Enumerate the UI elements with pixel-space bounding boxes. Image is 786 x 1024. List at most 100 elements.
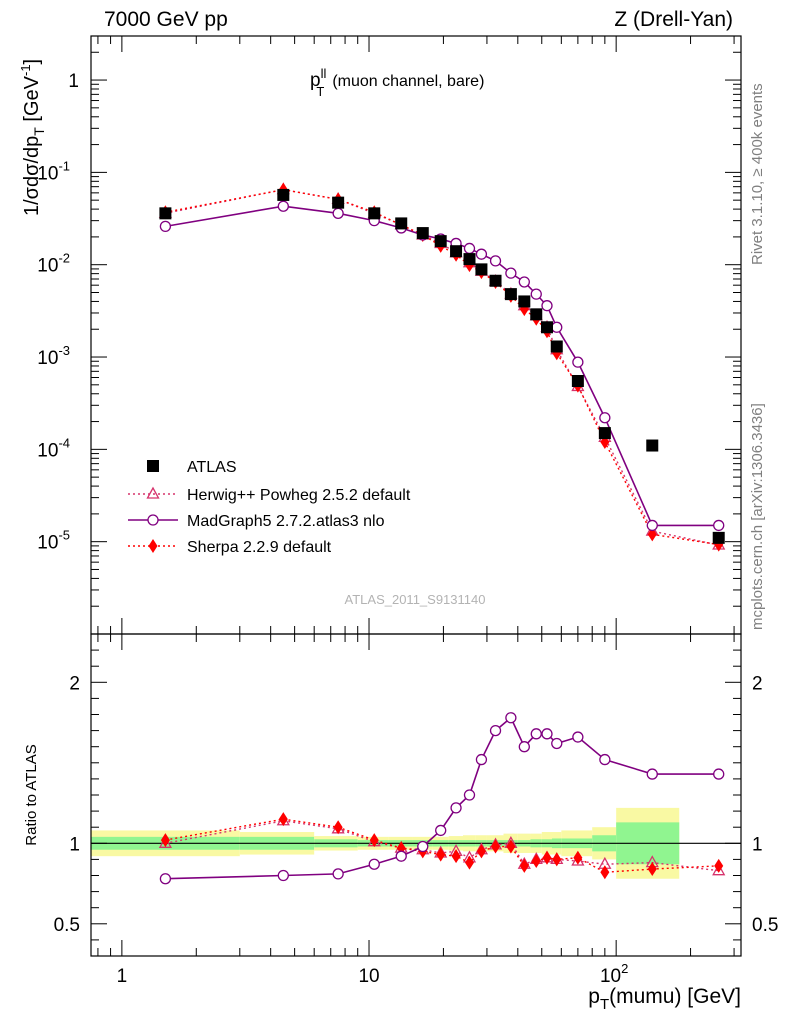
ratio-point-series-3	[600, 865, 610, 880]
x-axis-label: pT(mumu) [GeV]	[588, 985, 741, 1013]
ratio-point-series-3	[647, 862, 657, 877]
plot-title-main: pll T(muon channel, bare)	[310, 66, 484, 99]
ratio-tick-label-right: 2	[752, 673, 763, 694]
main-point-series-2	[572, 356, 584, 368]
ratio-point-series-2	[435, 824, 447, 837]
main-point-series-0	[434, 235, 447, 248]
main-point-series-2	[505, 267, 517, 279]
main-point-series-2	[489, 255, 502, 267]
y-tick-label-exp: -5	[58, 528, 70, 543]
x-tick-label: 10	[358, 966, 379, 987]
ratio-y-label: Ratio to ATLAS	[23, 744, 40, 845]
header-left: 7000 GeV pp	[104, 8, 228, 31]
ratio-point-series-3	[506, 839, 516, 854]
main-point-series-0	[332, 196, 345, 209]
main-point-series-2	[599, 412, 611, 424]
legend-label-2: MadGraph5 2.7.2.atlas3 nlo	[187, 513, 385, 530]
main-point-series-2	[713, 519, 725, 532]
ratio-point-series-2	[489, 724, 502, 737]
main-point-series-2	[475, 248, 488, 260]
ratio-point-series-2	[541, 728, 553, 740]
main-point-series-0	[159, 207, 172, 220]
ratio-point-series-3	[451, 849, 461, 864]
main-point-series-2	[541, 300, 553, 312]
legend-marker-0	[147, 460, 159, 472]
ratio-point-series-2	[450, 802, 462, 814]
main-point-series-2	[551, 321, 563, 333]
ratio-point-series-3	[333, 820, 343, 835]
main-point-series-0	[395, 217, 408, 230]
y-tick-label: 10-3	[37, 343, 70, 369]
ratio-point-series-2	[277, 869, 289, 882]
main-point-series-0	[463, 253, 476, 266]
y-tick-label: 10-2	[37, 251, 70, 277]
ratio-point-series-2	[518, 741, 530, 753]
analysis-id: ATLAS_2011_S9131140	[345, 592, 486, 607]
header-right: Z (Drell-Yan)	[614, 8, 733, 31]
main-point-series-0	[530, 308, 543, 321]
main-panel: 10-510-410-310-210-11 pll T(muon channel,…	[18, 35, 742, 635]
ratio-point-series-1	[712, 863, 726, 876]
y-tick-label-exp: -1	[58, 158, 70, 173]
y-tick-label: 1	[68, 71, 79, 92]
ratio-point-series-2	[417, 840, 429, 853]
x-tick-label: 102	[600, 961, 628, 987]
ratio-point-series-3	[519, 858, 529, 873]
mcplots-label: mcplots.cern.ch [arXiv:1306.3436]	[749, 403, 766, 630]
legend-marker-2	[147, 514, 159, 526]
main-point-series-0	[540, 321, 553, 334]
ratio-point-series-2	[572, 731, 584, 743]
rivet-label: Rivet 3.1.10, ≥ 400k events	[749, 83, 766, 265]
main-point-series-0	[550, 340, 563, 353]
ratio-point-series-3	[476, 844, 486, 859]
ratio-point-series-3	[531, 854, 541, 869]
ratio-point-series-2	[159, 873, 172, 885]
ratio-tick-label: 0.5	[54, 915, 80, 936]
ratio-point-series-3	[160, 833, 170, 848]
main-point-series-2	[277, 200, 289, 212]
legend-label-0: ATLAS	[187, 459, 237, 476]
main-point-series-0	[518, 295, 531, 308]
main-point-series-2	[463, 242, 476, 255]
main-point-series-2	[646, 519, 658, 532]
ratio-point-series-3	[491, 839, 501, 854]
ratio-point-series-3	[278, 812, 288, 827]
ratio-point-series-3	[436, 847, 446, 862]
main-point-series-0	[450, 245, 463, 258]
main-point-series-2	[518, 276, 530, 288]
ratio-tick-label: 1	[69, 834, 80, 855]
ratio-point-series-3	[369, 833, 379, 848]
legend-label-1: Herwig++ Powheg 2.5.2 default	[187, 487, 411, 504]
ratio-point-series-2	[646, 768, 658, 780]
ratio-point-series-3	[542, 850, 552, 865]
ratio-point-series-2	[505, 712, 517, 724]
ratio-tick-label: 2	[69, 673, 80, 694]
main-point-series-0	[598, 427, 611, 440]
ratio-point-series-3	[714, 858, 724, 873]
legend: ATLAS Herwig++ Powheg 2.5.2 default MadGra…	[128, 459, 411, 556]
ratio-point-series-3	[552, 852, 562, 867]
y-axis-label: 1/σdσ/dpT [GeV-1]	[18, 59, 47, 216]
main-point-series-0	[416, 227, 429, 240]
y-tick-label-exp: -2	[58, 251, 70, 266]
ratio-point-series-2	[332, 868, 344, 880]
ratio-point-series-2	[475, 753, 488, 766]
main-point-series-2	[332, 207, 344, 219]
main-point-series-0	[489, 274, 502, 287]
ratio-point-series-2	[530, 728, 542, 740]
main-point-series-0	[504, 288, 517, 301]
legend-label-3: Sherpa 2.2.9 default	[187, 539, 332, 556]
y-tick-label-exp: -4	[58, 435, 70, 450]
main-point-series-0	[712, 531, 725, 544]
main-point-series-0	[475, 263, 488, 276]
main-point-series-0	[646, 439, 659, 452]
y-tick-label-exp: -3	[58, 343, 70, 358]
ratio-frame	[90, 633, 742, 957]
ratio-tick-label-right: 1	[752, 834, 763, 855]
legend-marker-1	[146, 486, 160, 499]
ratio-point-series-2	[551, 737, 563, 750]
main-point-series-2	[159, 220, 172, 233]
ratio-point-series-3	[573, 850, 583, 865]
y-tick-label: 10-5	[37, 528, 70, 554]
